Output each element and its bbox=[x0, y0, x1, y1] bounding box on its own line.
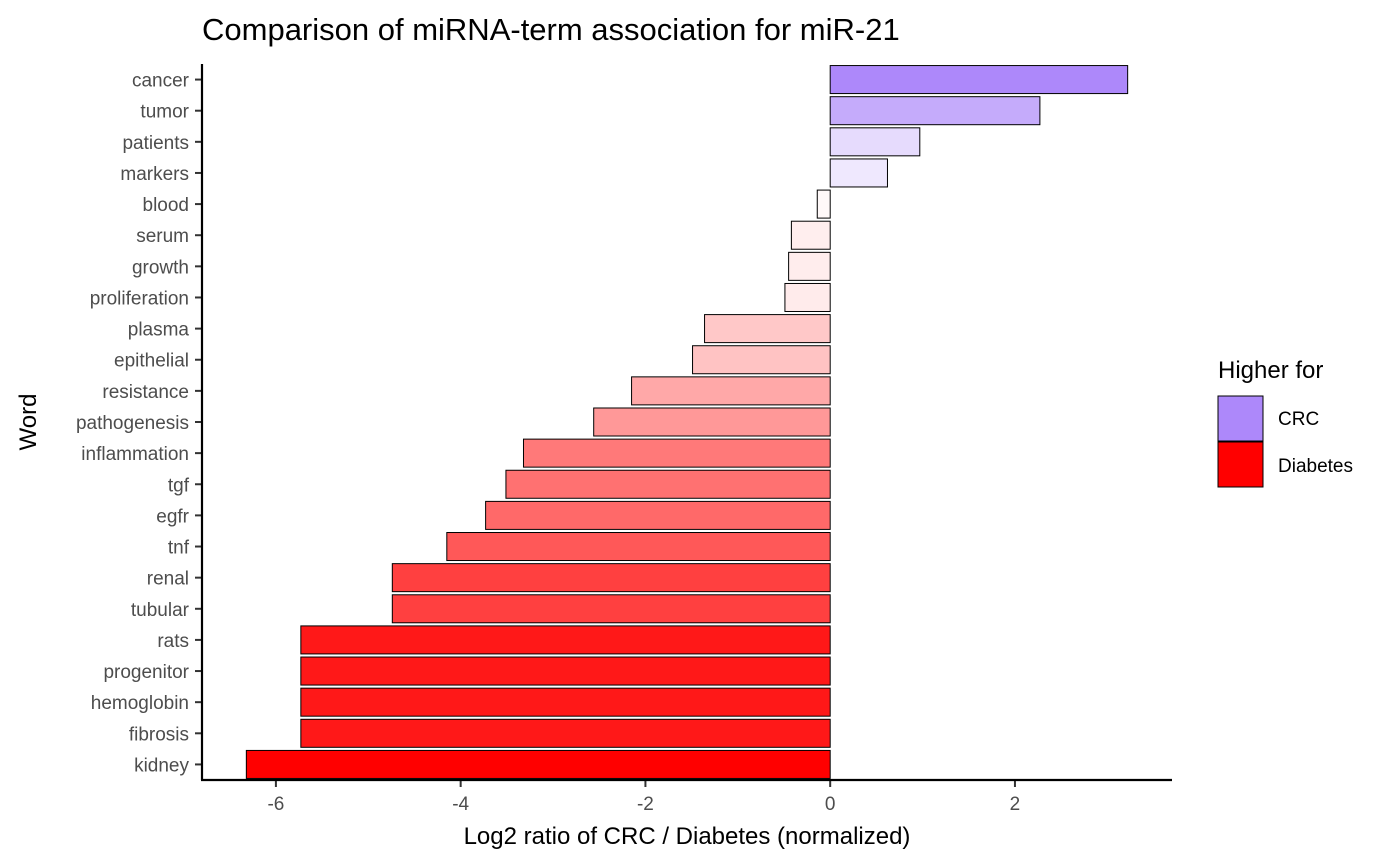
bar-kidney bbox=[245, 749, 831, 779]
bar-blood bbox=[816, 189, 831, 219]
bar-resistance bbox=[631, 376, 831, 406]
y-tick-label-epithelial: epithelial bbox=[114, 351, 189, 372]
y-tick-label-resistance: resistance bbox=[102, 382, 189, 403]
legend-label-diabetes: Diabetes bbox=[1278, 456, 1353, 477]
y-tick-label-cancer: cancer bbox=[132, 71, 190, 92]
bar-inflammation bbox=[522, 438, 831, 468]
bars-layer bbox=[245, 65, 1129, 779]
bar-serum bbox=[790, 220, 831, 250]
y-tick-label-progenitor: progenitor bbox=[103, 662, 189, 683]
bar-renal bbox=[391, 563, 831, 593]
bar-progenitor bbox=[300, 656, 831, 686]
y-tick-label-hemoglobin: hemoglobin bbox=[91, 693, 189, 714]
bar-fibrosis bbox=[300, 718, 831, 748]
y-tick-label-plasma: plasma bbox=[128, 320, 190, 341]
y-tick-label-kidney: kidney bbox=[134, 755, 189, 776]
legend-swatch-diabetes bbox=[1217, 441, 1264, 488]
y-tick-label-inflammation: inflammation bbox=[81, 444, 189, 465]
bar-tumor bbox=[829, 96, 1041, 126]
y-tick-label-proliferation: proliferation bbox=[90, 288, 189, 309]
bar-proliferation bbox=[784, 282, 831, 312]
bar-egfr bbox=[485, 500, 831, 530]
legend-label-crc: CRC bbox=[1278, 409, 1319, 430]
y-axis-ticks: cancer tumor patients markers blood serum grow… bbox=[76, 71, 202, 776]
legend-title: Higher for bbox=[1218, 357, 1323, 384]
x-tick-label: -6 bbox=[267, 794, 284, 815]
bar-epithelial bbox=[692, 345, 831, 375]
y-tick-label-tgf: tgf bbox=[168, 475, 190, 496]
bar-patients bbox=[829, 127, 921, 157]
bar-tgf bbox=[505, 469, 831, 499]
bar-tubular bbox=[391, 594, 831, 624]
x-tick-label: -2 bbox=[637, 794, 654, 815]
bar-growth bbox=[788, 251, 831, 281]
x-tick-label: 2 bbox=[1010, 794, 1021, 815]
legend-swatch-crc bbox=[1217, 395, 1264, 442]
y-tick-label-tubular: tubular bbox=[131, 600, 190, 621]
y-tick-label-egfr: egfr bbox=[156, 506, 189, 527]
chart-title: Comparison of miRNA-term association for… bbox=[202, 12, 900, 47]
bar-tnf bbox=[446, 532, 831, 562]
y-tick-label-patients: patients bbox=[122, 133, 189, 154]
y-tick-label-renal: renal bbox=[147, 569, 189, 590]
y-tick-label-markers: markers bbox=[120, 164, 189, 185]
bar-plasma bbox=[704, 314, 831, 344]
y-tick-label-growth: growth bbox=[132, 257, 189, 278]
bar-hemoglobin bbox=[300, 687, 831, 717]
y-axis-title: Word bbox=[15, 394, 42, 451]
y-tick-label-rats: rats bbox=[157, 631, 189, 652]
y-tick-label-pathogenesis: pathogenesis bbox=[76, 413, 189, 434]
x-tick-label: -4 bbox=[452, 794, 469, 815]
y-tick-label-blood: blood bbox=[143, 195, 190, 216]
x-tick-label: 0 bbox=[825, 794, 836, 815]
bar-cancer bbox=[829, 65, 1129, 95]
y-tick-label-serum: serum bbox=[136, 226, 189, 247]
bar-markers bbox=[829, 158, 888, 188]
bar-pathogenesis bbox=[593, 407, 831, 437]
y-tick-label-fibrosis: fibrosis bbox=[129, 724, 189, 745]
y-tick-label-tnf: tnf bbox=[168, 538, 190, 559]
x-axis-ticks: -6 -4 -2 0 2 bbox=[267, 780, 1020, 815]
legend: Higher for CRC Diabetes bbox=[1217, 357, 1353, 488]
x-axis-title: Log2 ratio of CRC / Diabetes (normalized… bbox=[464, 823, 911, 850]
y-tick-label-tumor: tumor bbox=[140, 102, 189, 123]
bar-rats bbox=[300, 625, 831, 655]
